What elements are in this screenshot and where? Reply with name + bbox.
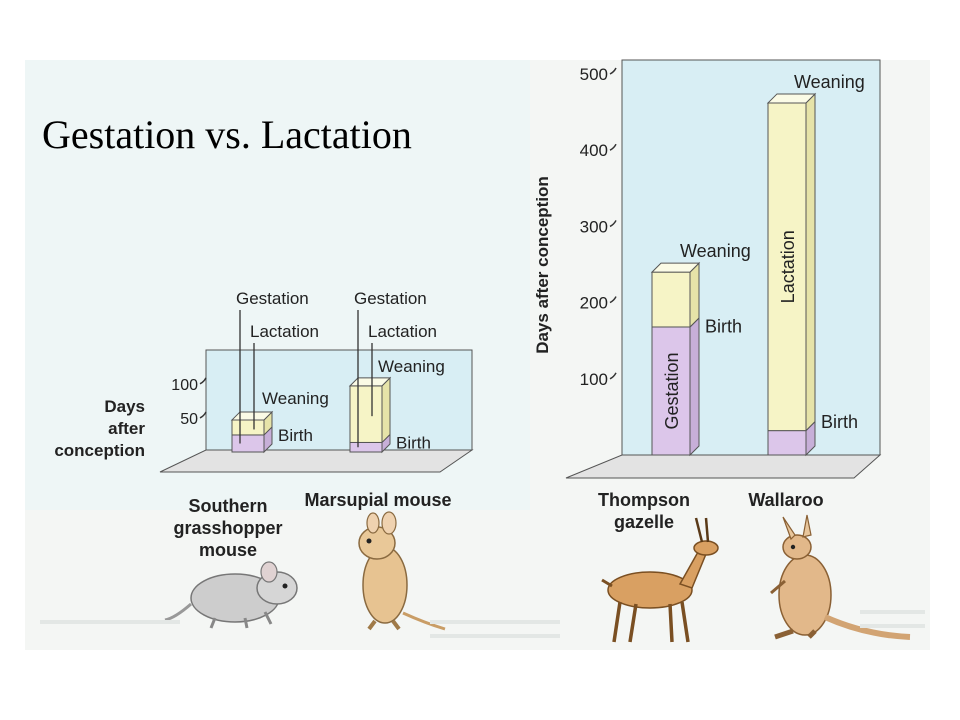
category-label: Southern grasshopper mouse [173, 496, 282, 560]
bar-gestation-segment [349, 441, 383, 453]
y-axis-label-line: conception [54, 441, 145, 460]
y-tick-mark [609, 296, 617, 304]
y-tick-mark [609, 67, 617, 75]
marsupial-mouse-illustration [358, 511, 446, 631]
gazelle-illustration [601, 517, 719, 643]
y-tick-label: 300 [580, 217, 608, 236]
right-chart-bars [650, 92, 817, 457]
y-tick-label: 50 [180, 411, 198, 428]
weaning-label: Weaning [680, 241, 751, 261]
left-chart-ticks: 50 100 [171, 377, 207, 428]
weaning-label: Weaning [262, 389, 329, 408]
right-chart-floor [565, 454, 882, 479]
y-tick-label: 100 [580, 370, 608, 389]
lactation-callout-label: Lactation [250, 322, 319, 341]
bar-gestation-side [689, 316, 700, 457]
gestation-bar-label: Gestation [662, 352, 682, 429]
bar-top-face [650, 262, 701, 273]
y-tick-mark [609, 143, 617, 151]
gestation-callout-label: Gestation [236, 289, 309, 308]
right-chart-ticks: 100 200 300 400 500 [580, 65, 617, 389]
bar-lactation-segment [349, 385, 383, 443]
category-label-line: mouse [199, 540, 257, 560]
bar-gestation-segment [651, 326, 691, 456]
category-labels: Southern grasshopper mouse Marsupial mouse T… [173, 490, 823, 560]
mouse-illustration [164, 561, 298, 629]
y-tick-mark [199, 411, 207, 419]
category-label: Thompson gazelle [598, 490, 690, 532]
birth-label: Birth [821, 412, 858, 432]
birth-label: Birth [278, 426, 313, 445]
right-chart-y-axis-label: Days after conception [533, 176, 552, 354]
weaning-label: Weaning [378, 357, 445, 376]
left-chart-floor [159, 449, 474, 473]
y-tick-label: 200 [580, 294, 608, 313]
y-tick-mark [199, 377, 207, 385]
y-axis-label-line: after [108, 419, 145, 438]
faded-caption-lines [40, 610, 925, 638]
bar-gestation-segment [231, 434, 265, 453]
weaning-label: Weaning [794, 72, 865, 92]
birth-label: Birth [396, 433, 431, 452]
bar-lactation-segment [767, 102, 807, 432]
gestation-callout-label: Gestation [354, 289, 427, 308]
bar-top-face [348, 377, 392, 387]
y-tick-label: 400 [580, 141, 608, 160]
left-chart-labels: Weaning Birth Gestation Lactation Weaning Bir… [236, 289, 445, 452]
category-label-line: Thompson [598, 490, 690, 510]
birth-label: Birth [705, 316, 742, 336]
y-tick-label: 100 [171, 377, 198, 394]
bar-gestation-segment [767, 430, 807, 456]
category-label-line: gazelle [614, 512, 674, 532]
right-chart-labels: Weaning Birth Gestation Weaning Birth Lactati… [662, 72, 865, 432]
bar-lactation-segment [651, 271, 691, 328]
y-tick-label: 500 [580, 65, 608, 84]
category-label: Wallaroo [748, 490, 823, 510]
slide-title: Gestation vs. Lactation [42, 112, 412, 157]
left-chart-y-axis-label: Days after conception [54, 397, 145, 460]
wallaroo-illustration [770, 514, 911, 640]
bar-top-face [230, 411, 274, 421]
y-tick-mark [609, 372, 617, 380]
category-label: Marsupial mouse [304, 490, 451, 510]
lactation-bar-label: Lactation [778, 230, 798, 303]
bar-top-face [766, 93, 817, 104]
category-label-line: grasshopper [173, 518, 282, 538]
bar-lactation-side [381, 376, 391, 444]
category-label-line: Wallaroo [748, 490, 823, 510]
bar-lactation-segment [231, 419, 265, 436]
bar-lactation-side [805, 92, 816, 432]
y-tick-mark [609, 220, 617, 228]
category-label-line: Southern [189, 496, 268, 516]
bar-lactation-side [689, 261, 700, 329]
y-axis-label-line: Days [104, 397, 145, 416]
lactation-callout-label: Lactation [368, 322, 437, 341]
category-label-line: Marsupial mouse [304, 490, 451, 510]
